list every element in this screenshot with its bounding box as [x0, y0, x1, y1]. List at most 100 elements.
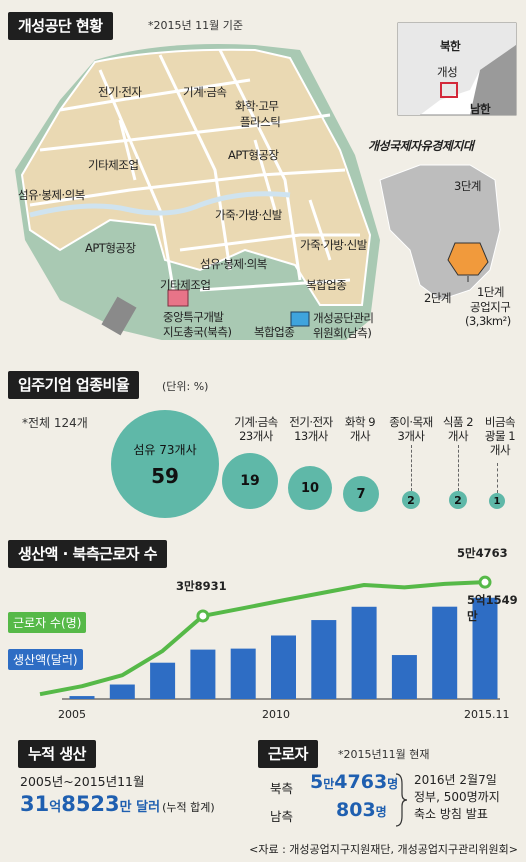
output-bar-2008: [190, 649, 216, 699]
bubble-machine: 19: [222, 453, 278, 509]
workers-plan-2: 정부, 500명까지: [414, 790, 500, 804]
bubble-paper-name: 종이·목재 3개사: [389, 415, 433, 443]
label-apt1: APT형공장: [228, 148, 279, 162]
bubble-chem-name: 화학 9개사: [344, 415, 376, 443]
output-bar-2009: [230, 648, 256, 699]
cumulative-amount: 31억8523만 달러 (누적 합계): [20, 792, 215, 816]
label-committee1: 개성공단관리: [313, 311, 374, 325]
label-leather1: 가죽·가방·신발: [215, 208, 282, 222]
workers-section-title: 근로자: [258, 740, 318, 768]
production-chart: [39, 575, 500, 700]
bubble-textiles-value: 59: [151, 463, 179, 488]
production-section-title: 생산액 · 북측근로자 수: [8, 540, 168, 568]
workers-north-c: 4763: [334, 771, 388, 793]
label-apt2: APT형공장: [85, 241, 136, 255]
bubble-paper: 2: [402, 491, 420, 509]
factory-blocks: [20, 48, 372, 306]
cumulative-amount-d: 만 달러: [119, 800, 161, 815]
label-complex1: 복합업종: [306, 278, 347, 292]
label-hq1: 중앙특구개발: [163, 310, 224, 324]
cumulative-amount-c: 8523: [61, 792, 120, 816]
inset-south-label: 남한: [470, 102, 491, 116]
paper-leader: [411, 445, 412, 491]
bubble-mineral-name: 비금속 광물 1개사: [484, 415, 516, 457]
label-committee2: 위원회(남측): [313, 326, 372, 340]
label-fiber1: 섬유·봉제·의복: [18, 188, 85, 202]
label-complex2: 복합업종: [254, 325, 295, 339]
label-chem1: 화학·고무: [235, 99, 279, 113]
workers-north-d: 명: [387, 777, 399, 791]
label-elec: 전기·전자: [98, 85, 142, 99]
bubble-elec: 10: [288, 466, 332, 510]
label-output-2015: 5억1549만: [467, 593, 518, 623]
workers-point-2008: [196, 609, 210, 623]
gray-building: [101, 296, 137, 336]
bubble-food-label: 식품 2개사: [440, 415, 476, 443]
source-note: <자료 : 개성공업지구지원재단, 개성공업지구관리위원회>: [249, 843, 518, 856]
output-bar-2015.11: [472, 597, 498, 699]
output-bar-2010: [271, 635, 296, 699]
label-leather2: 가죽·가방·신발: [300, 238, 367, 252]
inset-kaesong-marker: [440, 82, 458, 98]
industry-total: *전체 124개: [22, 416, 88, 430]
industry-unit: (단위: %): [162, 380, 209, 393]
workers-south-d: 명: [375, 805, 387, 819]
label-chem2: 플라스틱: [240, 115, 281, 129]
label-workers-2015: 5만4763: [457, 546, 508, 560]
cumulative-period: 2005년~2015년11월: [20, 774, 145, 789]
zone-stage1b: 공업지구: [470, 300, 511, 314]
inset-north-label: 북한: [440, 39, 461, 53]
workers-plan: 2016년 2월7일 정부, 500명까지 축소 방침 발표: [414, 772, 500, 823]
output-bar-2005: [69, 696, 95, 699]
xtick-2010: 2010: [262, 708, 290, 721]
label-hq2: 지도총국(북측): [163, 325, 232, 339]
south-office-building: [290, 311, 310, 327]
output-bar-2014: [432, 606, 458, 699]
economic-zone-map: [379, 164, 501, 301]
workers-note: *2015년11월 현재: [338, 748, 430, 761]
label-other1: 기타제조업: [88, 158, 139, 172]
north-office-building: [167, 289, 189, 307]
workers-north-label: 북측: [270, 781, 294, 796]
workers-south-a: 803: [336, 799, 376, 821]
map-date-note: *2015년 11월 기준: [148, 19, 243, 32]
bubble-textiles-name: 섬유 73개사: [133, 442, 197, 457]
cumulative-amount-a: 31: [20, 792, 50, 816]
workers-plan-3: 축소 방침 발표: [414, 807, 488, 821]
workers-north-b: 만: [323, 777, 335, 791]
cumulative-section-title: 누적 생산: [18, 740, 96, 768]
bubble-elec-label: 전기·전자 13개사: [285, 415, 337, 443]
output-bar-2012: [351, 606, 377, 699]
output-bar-2013: [391, 655, 417, 699]
stream: [29, 191, 291, 218]
bubble-mineral-label: 비금속 광물 1개사: [480, 415, 520, 457]
output-bar-2007: [150, 662, 176, 699]
label-other2: 기타제조업: [160, 278, 211, 292]
output-bar-2011: [311, 620, 337, 699]
mineral-leader: [497, 463, 498, 493]
workers-plan-1: 2016년 2월7일: [414, 773, 497, 787]
label-workers-2008: 3만8931: [176, 579, 227, 593]
output-bar-2006: [109, 684, 135, 699]
workers-south-label: 남측: [270, 809, 294, 824]
bubble-textiles: 섬유 73개사 59: [111, 410, 219, 518]
bubble-machine-label: 기계·금속 23개사: [228, 415, 284, 443]
zone-area: (3,3km²): [465, 314, 511, 328]
zone-stage1a: 1단계: [477, 285, 504, 299]
workers-north-a: 5: [310, 771, 324, 793]
industry-section-title: 입주기업 업종비율: [8, 371, 140, 399]
inset-north-land: [398, 23, 516, 115]
bubble-food: 2: [449, 491, 467, 509]
cumulative-amount-b: 억: [49, 800, 62, 815]
bubble-machine-name: 기계·금속 23개사: [234, 415, 278, 443]
zone-title: 개성국제자유경제지대: [368, 139, 474, 153]
label-fiber2: 섬유·봉제·의복: [200, 257, 267, 271]
workers-north-value: 5만4763명: [310, 771, 398, 793]
bubble-chem: 7: [343, 476, 379, 512]
xtick-2005: 2005: [58, 708, 86, 721]
legend-workers: 근로자 수(명): [8, 612, 87, 633]
road-grid: [29, 49, 360, 301]
inset-kaesong-label: 개성: [437, 65, 458, 79]
bubble-chem-label: 화학 9개사: [342, 415, 378, 443]
xtick-2015: 2015.11: [464, 708, 510, 721]
